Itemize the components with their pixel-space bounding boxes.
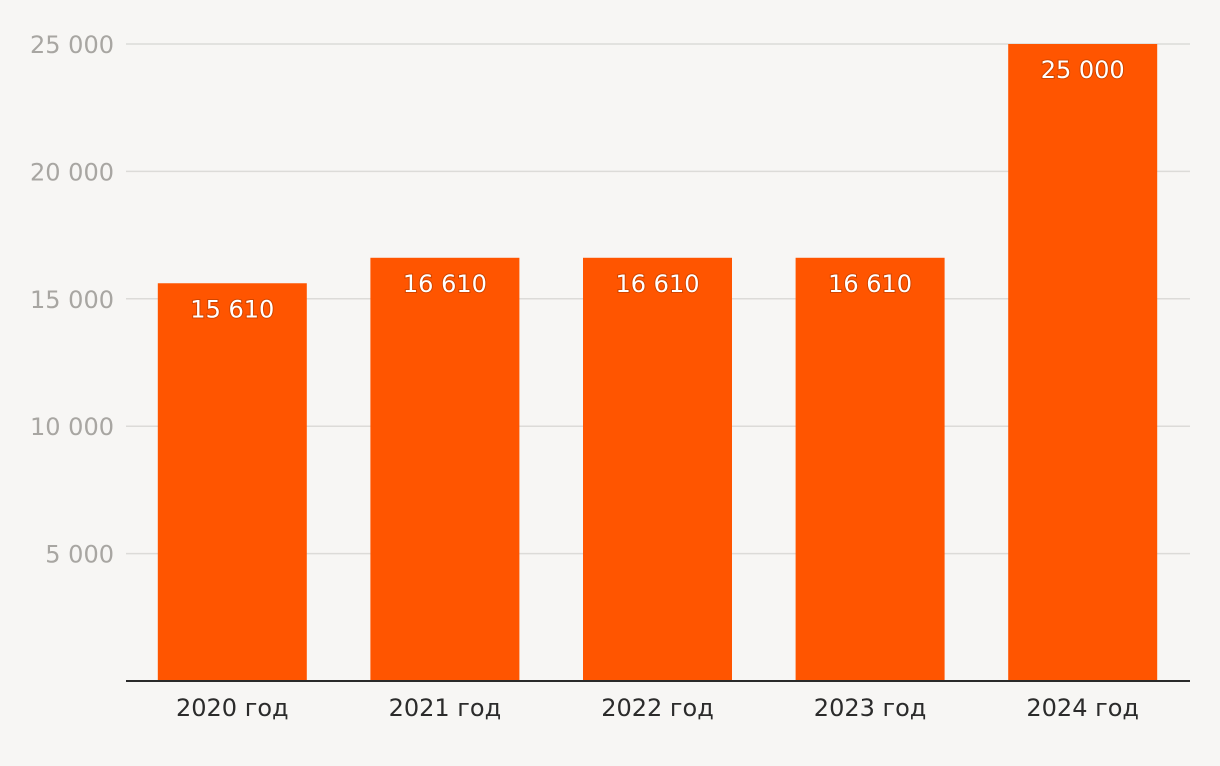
x-axis-tick-labels: 2020 год 2021 год 2022 год 2023 год 2024 год <box>176 694 1139 722</box>
bars <box>157 44 1158 681</box>
data-label: 15 610 <box>190 295 274 323</box>
bar <box>795 257 945 681</box>
x-tick-label: 2021 год <box>389 694 502 722</box>
y-tick-label: 25 000 <box>30 31 114 59</box>
y-axis-tick-labels: 5 000 10 000 15 000 20 000 25 000 <box>30 31 114 569</box>
y-tick-label: 15 000 <box>30 286 114 314</box>
data-label: 16 610 <box>828 270 912 298</box>
x-tick-label: 2020 год <box>176 694 289 722</box>
data-label: 25 000 <box>1041 56 1125 84</box>
y-tick-label: 5 000 <box>45 541 114 569</box>
x-tick-label: 2023 год <box>814 694 927 722</box>
y-tick-label: 10 000 <box>30 413 114 441</box>
data-labels: 15 610 16 610 16 610 16 610 25 000 <box>189 55 1125 324</box>
data-label: 16 610 <box>616 270 700 298</box>
x-tick-label: 2022 год <box>601 694 714 722</box>
bar <box>370 257 520 681</box>
bar <box>157 283 307 681</box>
data-label: 16 610 <box>403 270 487 298</box>
x-tick-label: 2024 год <box>1026 694 1139 722</box>
y-tick-label: 20 000 <box>30 158 114 186</box>
bar <box>1008 44 1158 681</box>
bar <box>583 257 732 681</box>
